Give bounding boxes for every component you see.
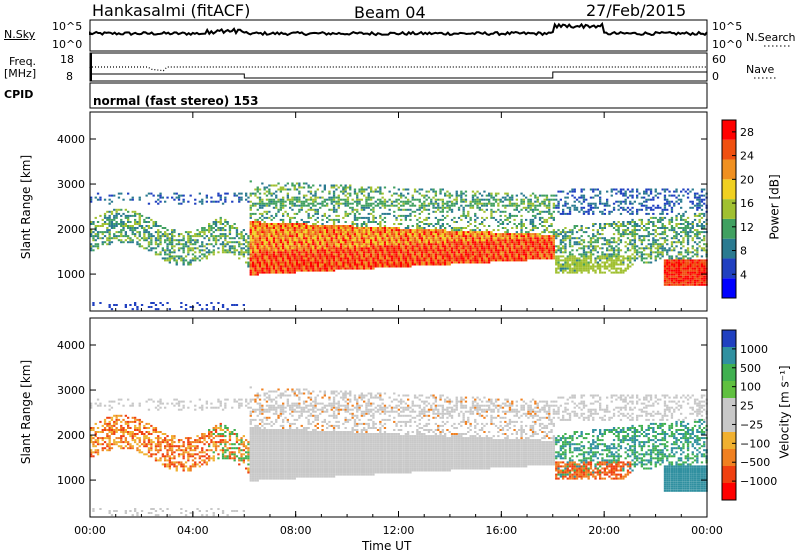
date-title: 27/Feb/2015	[586, 1, 687, 20]
power-colorbar-tick: 12	[740, 221, 754, 234]
power-colorbar-tick: 24	[740, 150, 754, 163]
x-tick-label: 00:00	[74, 524, 106, 537]
y-tick-label: 2000	[57, 223, 85, 236]
power-panel-frame	[89, 111, 708, 312]
x-tick-label: 08:00	[280, 524, 312, 537]
freq-series	[89, 66, 707, 72]
velocity-colorbar-tick: 100	[740, 381, 761, 394]
power-heatmap	[90, 180, 708, 311]
velocity-colorbar-tick: −1000	[740, 475, 777, 488]
nsearch-label: N.Search	[746, 31, 796, 44]
cpid-text: normal (fast stereo) 153	[93, 94, 259, 108]
nsky-series	[89, 21, 708, 37]
freq-label: Freq.	[9, 55, 37, 68]
y-tick-label: 1000	[57, 268, 85, 281]
nave-tick-top: 60	[712, 53, 726, 66]
velocity-colorbar-tick: −100	[740, 437, 770, 450]
velocity-colorbar-tick: 1000	[740, 343, 768, 356]
velocity-panel-frame	[89, 317, 708, 518]
velocity-heatmap	[90, 386, 708, 517]
cpid-label: CPID	[4, 88, 34, 101]
nsky-tick-bottom: 10^0	[52, 38, 83, 51]
y-tick-label: 3000	[57, 384, 85, 397]
x-tick-label: 16:00	[485, 524, 517, 537]
x-axis-title: Time UT	[362, 539, 412, 553]
x-tick-label: 00:00	[691, 524, 723, 537]
colorbars: 4 8 12 16 20 24 28 1000 500 100 25 −25 −100 −500 −1000	[721, 119, 777, 501]
x-tick-label: 12:00	[383, 524, 415, 537]
axis-ticks: 1000 2000 3000 4000 1000 2000 3000 4000 00:00 04:…	[57, 112, 723, 537]
x-tick-label: 20:00	[588, 524, 620, 537]
velocity-colorbar-tick: 500	[740, 362, 761, 375]
y-tick-label: 3000	[57, 178, 85, 191]
velocity-colorbar-tick: −25	[740, 418, 763, 431]
nsky-label: N.Sky	[4, 28, 36, 41]
velocity-colorbar-tick: 25	[740, 400, 754, 413]
freq-tick-top: 18	[60, 53, 74, 66]
y-tick-label: 1000	[57, 474, 85, 487]
nave-series	[90, 71, 707, 79]
y-tick-label: 4000	[57, 133, 85, 146]
station-title: Hankasalmi (fitACF)	[92, 1, 251, 20]
nsearch-tick-top: 10^5	[712, 20, 743, 33]
power-colorbar-tick: 4	[740, 268, 747, 281]
cpid-panel	[89, 82, 708, 109]
y-tick-label: 4000	[57, 339, 85, 352]
beam-title: Beam 04	[354, 3, 426, 22]
velocity-colorbar-tick: −500	[740, 456, 770, 469]
freq-tick-bottom: 8	[66, 70, 73, 83]
nsky-tick-top: 10^5	[52, 20, 83, 33]
freq-unit: [MHz]	[4, 67, 37, 80]
power-colorbar-tick: 20	[740, 173, 754, 186]
power-colorbar-tick: 16	[740, 197, 754, 210]
nsearch-tick-bottom: 10^0	[712, 38, 743, 51]
power-colorbar-tick: 8	[740, 245, 747, 258]
y-tick-label: 2000	[57, 429, 85, 442]
nsky-panel	[89, 19, 790, 52]
nave-label: Nave	[746, 63, 775, 76]
power-colorbar-tick: 28	[740, 126, 754, 139]
nave-tick-bottom: 0	[712, 70, 719, 83]
x-tick-label: 04:00	[177, 524, 209, 537]
